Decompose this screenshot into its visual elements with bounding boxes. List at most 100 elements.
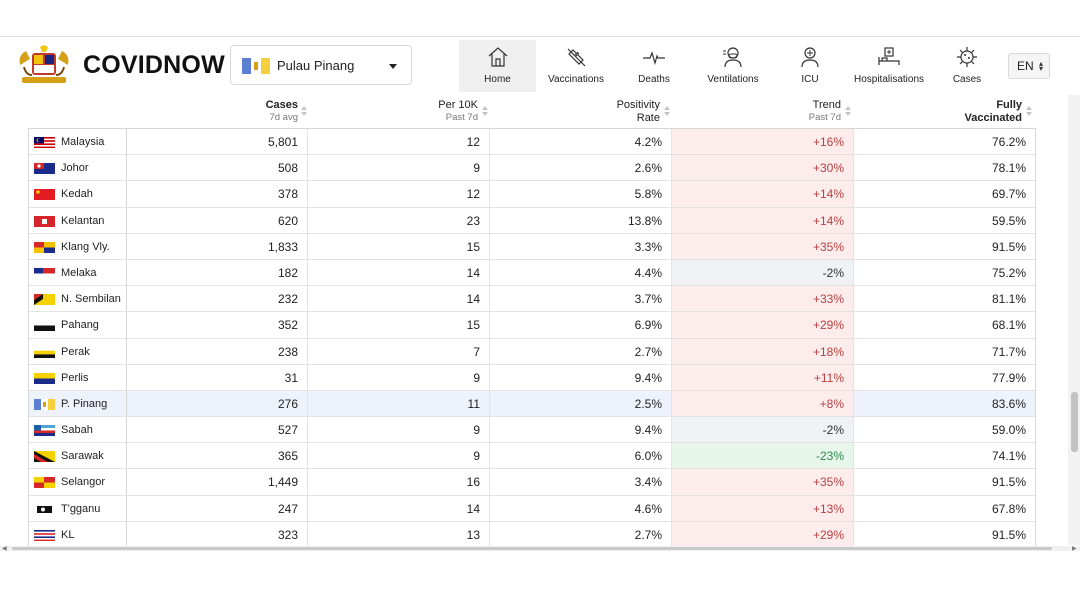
header-positivity-title: Positivity xyxy=(616,99,660,111)
cases-cell: 5,801 xyxy=(127,129,308,155)
state-cell[interactable]: N. Sembilan xyxy=(29,286,127,312)
state-cell[interactable]: Malaysia xyxy=(29,129,127,155)
terengganu-flag-icon xyxy=(34,503,55,515)
melaka-flag-icon xyxy=(34,267,55,279)
trend-cell: +29% xyxy=(672,312,854,338)
table-row[interactable]: N. Sembilan 232 14 3.7% +33% 81.1% xyxy=(29,286,1035,313)
cases-cell: 232 xyxy=(127,286,308,312)
table-row[interactable]: Malaysia 5,801 12 4.2% +16% 76.2% xyxy=(29,129,1035,156)
per10k-cell: 15 xyxy=(308,312,490,338)
state-cell[interactable]: P. Pinang xyxy=(29,390,127,417)
header-cases[interactable]: Cases 7d avg xyxy=(218,99,298,124)
per10k-cell: 23 xyxy=(308,207,490,233)
sort-icon[interactable] xyxy=(1026,106,1032,116)
header-vaccinated-sub: Vaccinated xyxy=(964,112,1022,124)
positivity-cell: 4.2% xyxy=(490,129,672,155)
table-row[interactable]: Pahang 352 15 6.9% +29% 68.1% xyxy=(29,312,1035,339)
trend-cell: +30% xyxy=(672,155,854,181)
malaysia-flag-icon xyxy=(34,137,55,148)
state-name: KL xyxy=(61,528,75,541)
vertical-scrollbar-track[interactable] xyxy=(1068,95,1080,545)
language-select[interactable]: EN ▴ ▾ xyxy=(1008,53,1050,79)
kedah-flag-icon xyxy=(34,189,55,201)
sort-icon[interactable] xyxy=(845,106,851,116)
per10k-cell: 9 xyxy=(308,443,490,469)
johor-flag-icon xyxy=(34,163,55,175)
state-name: Melaka xyxy=(61,266,97,279)
trend-cell: +35% xyxy=(672,233,854,259)
state-cell[interactable]: Klang Vly. xyxy=(29,233,127,259)
vaccinated-cell: 76.2% xyxy=(991,135,1026,149)
state-cell[interactable]: Perlis xyxy=(29,364,127,390)
horizontal-scrollbar-thumb[interactable] xyxy=(12,547,1052,550)
table-row[interactable]: Klang Vly. 1,833 15 3.3% +35% 91.5% xyxy=(29,233,1035,260)
nav-cases[interactable]: Cases xyxy=(947,40,987,92)
chevron-down-icon xyxy=(389,64,397,69)
table-row[interactable]: KL 323 13 2.7% +29% 91.5% xyxy=(29,521,1035,547)
header-trend[interactable]: Trend Past 7d xyxy=(761,99,841,124)
trend-cell: +35% xyxy=(672,469,854,495)
table-row[interactable]: P. Pinang 276 11 2.5% +8% 83.6% xyxy=(29,390,1035,418)
nav-hospitalisations-label: Hospitalisations xyxy=(853,74,925,85)
vaccinated-cell: 59.5% xyxy=(991,213,1026,228)
state-cell[interactable]: KL xyxy=(29,521,127,547)
table-row[interactable]: T'gganu 247 14 4.6% +13% 67.8% xyxy=(29,495,1035,522)
state-cell[interactable]: Sabah xyxy=(29,417,127,443)
state-cell[interactable]: Selangor xyxy=(29,469,127,495)
sort-icon[interactable] xyxy=(664,106,670,116)
nav-icu-label: ICU xyxy=(801,74,819,85)
scroll-left-arrow-icon[interactable]: ◀ xyxy=(2,546,7,552)
state-stats-table: Cases 7d avg Per 10K Past 7d Positivity … xyxy=(28,95,1036,547)
state-cell[interactable]: Sarawak xyxy=(29,443,127,469)
state-cell[interactable]: Melaka xyxy=(29,259,127,286)
table-row[interactable]: Sarawak 365 9 6.0% -23% 74.1% xyxy=(29,443,1035,470)
header-vaccinated[interactable]: Fully Vaccinated xyxy=(942,99,1022,125)
header-per10k[interactable]: Per 10K Past 7d xyxy=(398,99,478,124)
per10k-cell: 9 xyxy=(308,364,490,390)
positivity-cell: 9.4% xyxy=(490,417,672,443)
trend-cell: +13% xyxy=(672,495,854,521)
home-icon xyxy=(488,47,507,67)
sort-icon[interactable] xyxy=(482,106,488,116)
table-row[interactable]: Selangor 1,449 16 3.4% +35% 91.5% xyxy=(29,469,1035,496)
nav-deaths[interactable]: Deaths xyxy=(627,40,681,92)
nav-cases-label: Cases xyxy=(952,74,982,85)
table-row[interactable]: Kelantan 620 23 13.8% +14% 59.5% xyxy=(29,207,1035,234)
table-row[interactable]: Melaka 182 14 4.4% -2% 75.2% xyxy=(29,259,1035,287)
vertical-scrollbar-thumb[interactable] xyxy=(1071,392,1078,452)
table-row[interactable]: Perak 238 7 2.7% +18% 71.7% xyxy=(29,338,1035,365)
state-select-dropdown[interactable]: Pulau Pinang xyxy=(230,45,412,85)
per10k-cell: 9 xyxy=(308,417,490,443)
table-row[interactable]: Kedah 378 12 5.8% +14% 69.7% xyxy=(29,181,1035,208)
nav-vaccinations[interactable]: Vaccinations xyxy=(540,40,612,92)
nav-hospitalisations[interactable]: Hospitalisations xyxy=(850,40,928,92)
trend-cell: +14% xyxy=(672,181,854,207)
nav-home[interactable]: Home xyxy=(459,40,536,92)
table-row[interactable]: Sabah 527 9 9.4% -2% 59.0% xyxy=(29,417,1035,444)
scroll-right-arrow-icon[interactable]: ▶ xyxy=(1072,546,1077,552)
positivity-cell: 2.7% xyxy=(490,521,672,547)
header-positivity[interactable]: Positivity Rate xyxy=(580,99,660,124)
header-cases-title: Cases xyxy=(265,99,298,111)
state-cell[interactable]: Pahang xyxy=(29,312,127,338)
table-row[interactable]: Johor 508 9 2.6% +30% 78.1% xyxy=(29,155,1035,182)
header-per10k-title: Per 10K xyxy=(438,99,478,111)
header-cases-sub: 7d avg xyxy=(269,112,298,123)
state-cell[interactable]: Kelantan xyxy=(29,207,127,233)
malaysia-coat-of-arms-logo[interactable] xyxy=(16,45,72,87)
state-cell[interactable]: Johor xyxy=(29,155,127,181)
state-cell[interactable]: T'gganu xyxy=(29,495,127,521)
nav-vaccinations-label: Vaccinations xyxy=(548,74,604,85)
table-row[interactable]: Perlis 31 9 9.4% +11% 77.9% xyxy=(29,364,1035,391)
sort-icon[interactable] xyxy=(301,106,307,116)
positivity-cell: 13.8% xyxy=(490,207,672,233)
perak-flag-icon xyxy=(34,346,55,358)
ventilator-icon xyxy=(723,47,742,68)
state-name: Sabah xyxy=(61,424,93,437)
vaccinated-cell: 78.1% xyxy=(991,161,1026,176)
state-cell[interactable]: Kedah xyxy=(29,181,127,207)
nav-icu[interactable]: ICU xyxy=(790,40,830,92)
brand-title[interactable]: COVIDNOW xyxy=(83,51,225,79)
state-cell[interactable]: Perak xyxy=(29,338,127,364)
nav-ventilations[interactable]: Ventilations xyxy=(698,40,768,92)
